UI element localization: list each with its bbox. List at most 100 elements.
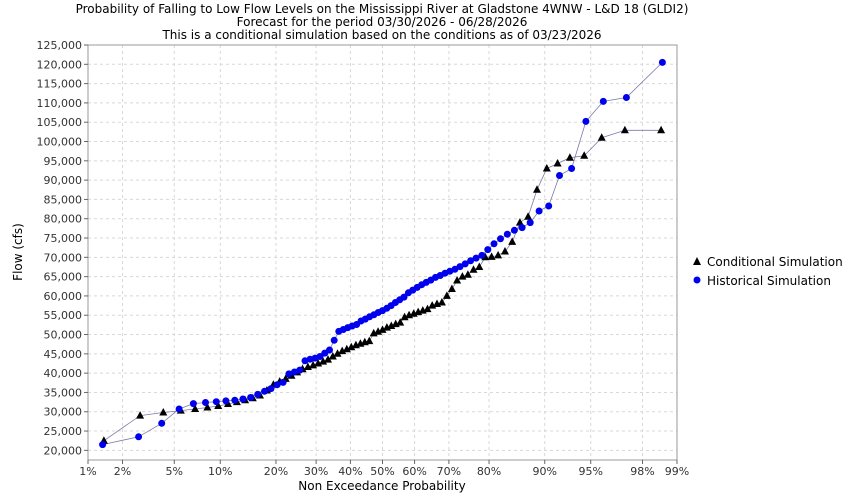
x-tick-label: 50% xyxy=(370,465,394,478)
data-point-conditional xyxy=(423,304,432,313)
data-point-historical xyxy=(497,235,504,243)
x-tick-label: 95% xyxy=(579,465,603,478)
x-tick-label: 90% xyxy=(533,465,557,478)
data-point-conditional xyxy=(447,284,456,292)
data-point-historical xyxy=(239,395,247,403)
y-tick-label: 25,000 xyxy=(44,425,83,438)
data-point-historical xyxy=(622,94,630,101)
y-tick-label: 110,000 xyxy=(37,97,83,110)
data-point-historical xyxy=(175,405,183,413)
data-point-historical xyxy=(535,207,543,215)
y-tick-label: 45,000 xyxy=(44,348,83,361)
data-point-historical xyxy=(658,58,666,66)
data-point-conditional xyxy=(620,125,629,134)
chart-title: Probability of Falling to Low Flow Level… xyxy=(76,2,689,16)
data-point-historical xyxy=(285,370,293,378)
y-axis: 20,000 25,000 30,000 35,000 40,000 45,000 50,0… xyxy=(37,39,88,457)
legend-label-historical: Historical Simulation xyxy=(707,274,831,288)
data-point-conditional xyxy=(533,185,541,193)
data-point-conditional xyxy=(347,342,356,351)
y-tick-label: 75,000 xyxy=(44,232,83,245)
data-point-conditional xyxy=(494,250,503,259)
x-tick-label: 2% xyxy=(114,465,131,478)
data-point-historical xyxy=(326,346,333,354)
data-point-historical xyxy=(526,219,534,227)
x-tick-label: 20% xyxy=(264,465,288,478)
data-point-conditional xyxy=(342,344,351,353)
x-axis: 1% 2% 5% 10% 20% 30% 40% 50% 60% 70% 80% 90% 95% 98% 9… xyxy=(79,460,689,478)
legend: Conditional Simulation Historical Simula… xyxy=(693,255,843,288)
data-point-conditional xyxy=(191,404,200,412)
y-tick-label: 125,000 xyxy=(37,39,83,52)
data-point-conditional xyxy=(458,272,467,280)
data-point-conditional xyxy=(214,401,223,409)
data-point-historical xyxy=(212,398,220,406)
data-point-historical xyxy=(467,257,475,265)
chart-subtitle-2: This is a conditional simulation based o… xyxy=(161,28,601,42)
y-tick-label: 60,000 xyxy=(44,290,83,303)
data-point-historical xyxy=(231,396,239,404)
data-point-conditional xyxy=(378,325,387,333)
data-point-historical xyxy=(222,397,230,405)
data-point-historical xyxy=(490,240,498,248)
y-tick-label: 30,000 xyxy=(44,406,83,419)
x-tick-label: 60% xyxy=(402,465,426,478)
grid-lines xyxy=(87,44,678,460)
data-point-historical xyxy=(518,224,526,232)
data-point-conditional xyxy=(374,327,383,335)
data-point-historical xyxy=(279,378,287,386)
data-point-historical xyxy=(472,254,480,262)
data-point-conditional xyxy=(463,270,472,278)
data-point-conditional xyxy=(469,265,478,273)
data-point-historical xyxy=(247,394,255,401)
data-point-historical xyxy=(599,97,607,105)
data-point-historical xyxy=(330,336,338,344)
y-tick-label: 70,000 xyxy=(44,251,83,264)
y-tick-label: 105,000 xyxy=(37,116,83,129)
data-point-conditional xyxy=(333,349,342,357)
x-tick-label: 1% xyxy=(79,465,96,478)
x-tick-label: 70% xyxy=(437,465,461,478)
data-point-conditional xyxy=(338,346,347,355)
y-tick-label: 85,000 xyxy=(44,193,83,206)
data-point-historical xyxy=(582,117,590,125)
data-point-conditional xyxy=(515,218,524,226)
legend-label-conditional: Conditional Simulation xyxy=(707,255,843,269)
x-tick-label: 30% xyxy=(304,465,328,478)
data-point-historical xyxy=(556,172,563,179)
data-point-conditional xyxy=(475,262,484,270)
data-point-conditional xyxy=(309,360,318,369)
data-point-historical xyxy=(510,226,518,234)
data-point-historical xyxy=(202,399,209,406)
y-tick-label: 115,000 xyxy=(37,78,83,91)
data-point-conditional xyxy=(203,403,212,411)
data-point-conditional xyxy=(453,276,462,284)
data-point-historical xyxy=(568,165,576,172)
data-point-historical xyxy=(189,400,197,408)
y-tick-label: 65,000 xyxy=(44,271,83,284)
data-point-historical xyxy=(503,230,511,238)
data-point-historical xyxy=(254,390,262,398)
x-tick-label: 40% xyxy=(338,465,362,478)
data-point-conditional xyxy=(396,318,405,326)
data-point-conditional xyxy=(487,252,496,260)
data-point-historical xyxy=(296,366,304,374)
data-point-conditional xyxy=(597,133,606,141)
x-tick-label: 5% xyxy=(166,465,183,478)
data-point-conditional xyxy=(508,237,517,245)
data-point-conditional xyxy=(365,336,374,345)
data-point-historical xyxy=(478,251,486,259)
y-tick-label: 55,000 xyxy=(44,309,83,322)
data-point-historical xyxy=(261,387,268,395)
y-tick-label: 35,000 xyxy=(44,386,83,399)
data-point-conditional xyxy=(524,212,533,220)
x-tick-label: 98% xyxy=(630,465,654,478)
data-point-conditional xyxy=(437,298,446,306)
data-point-conditional xyxy=(387,321,396,329)
data-point-historical xyxy=(273,381,281,389)
data-point-conditional xyxy=(159,408,168,416)
data-point-conditional xyxy=(565,153,574,161)
y-tick-label: 90,000 xyxy=(44,174,83,187)
series-marks xyxy=(99,58,666,449)
